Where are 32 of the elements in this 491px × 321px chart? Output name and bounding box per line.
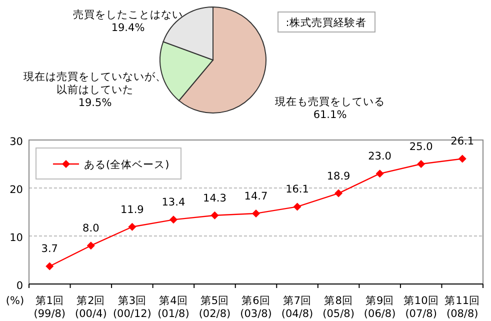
data-label: 8.0 [82,222,100,235]
data-label: 3.7 [41,243,58,256]
slice-label: 売買をしたことはない 19.4% [73,9,183,34]
data-label: 14.7 [244,190,268,202]
slice-label: 現在も売買をしている 61.1% [275,96,385,121]
data-label: 18.9 [326,170,350,182]
tick-label: 第1回 (99/8) [34,295,66,320]
tick-label: 第4回 (01/8) [158,295,190,320]
tick-label: 10 [10,232,23,244]
tick-label: 第11回 (08/8) [444,295,480,320]
tick-label: 第5回 (02/8) [198,295,231,320]
tick-label: 第2回 (00/4) [75,295,107,320]
tick-label: 30 [10,136,23,148]
ylabel: (%) [6,295,24,307]
data-label: 23.0 [368,150,392,163]
tick-label: 第6回 (03/8) [240,295,272,320]
data-label: 13.4 [162,196,186,209]
tick-label: 第9回 (06/8) [364,295,396,320]
tick-label: 20 [10,184,23,196]
tick-label: 第7回 (04/8) [281,295,314,320]
title: :株式売買経験者 [286,17,366,29]
tick-label: 第8回 (05/8) [322,295,354,320]
tick-label: 0 [16,280,23,292]
slice-label: 現在は売買をしていないが、以前はしていた 19.5% [24,71,166,109]
data-label: 14.3 [203,192,226,204]
data-label: 25.0 [409,141,433,153]
legend-label: ある(全体ベース) [84,159,170,171]
tick-label: 第3回 (00/12) [112,295,152,320]
data-label: 11.9 [120,204,144,216]
data-label: 16.1 [286,184,309,196]
data-label: 26.1 [450,136,474,148]
tick-label: 第10回 (07/8) [403,295,439,320]
